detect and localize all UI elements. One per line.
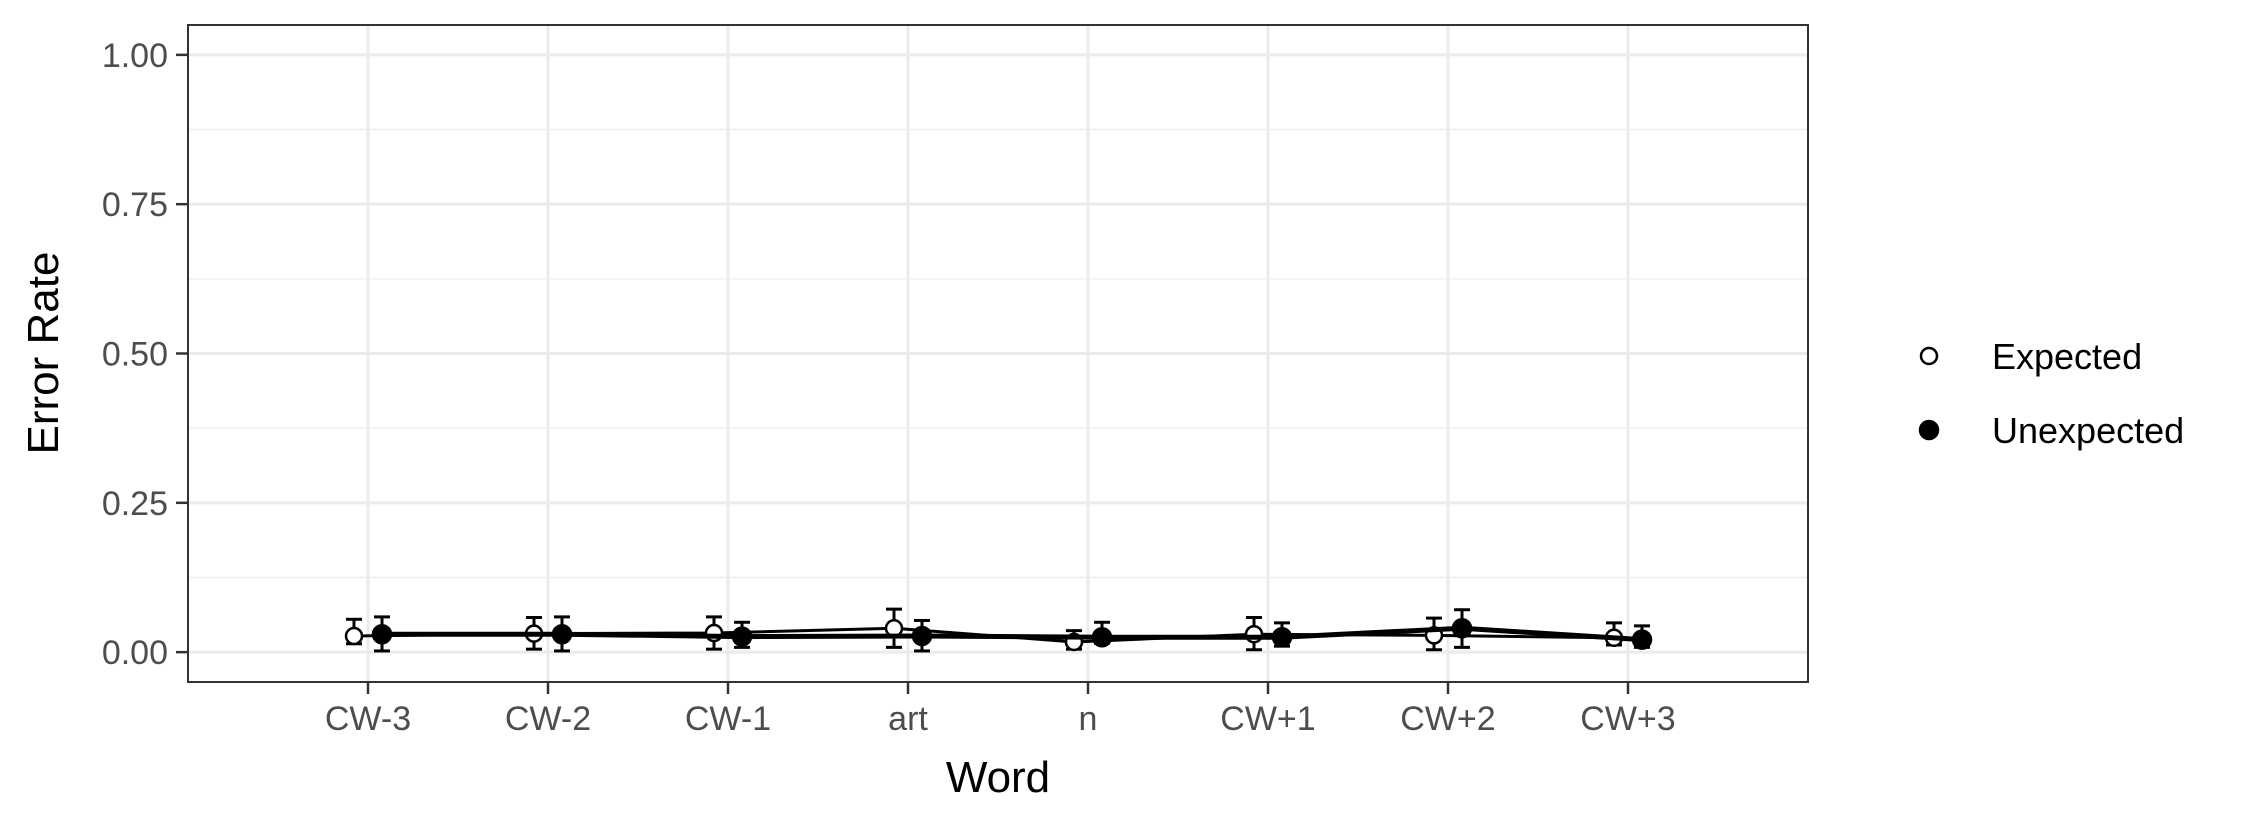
- x-tick-label: CW+3: [1580, 700, 1675, 738]
- x-axis-title: Word: [946, 753, 1050, 802]
- legend-label-expected: Expected: [1992, 336, 2142, 377]
- y-axis-title: Error Rate: [19, 252, 68, 455]
- data-point: [1271, 626, 1293, 648]
- y-tick-label: 1.00: [102, 37, 168, 75]
- y-tick-label: 0.25: [102, 485, 168, 523]
- data-point: [1451, 617, 1473, 639]
- x-tick-label: CW+2: [1400, 700, 1495, 738]
- legend-key-unexpected: [1918, 419, 1940, 441]
- y-tick-label: 0.75: [102, 186, 168, 224]
- data-series: [344, 607, 1653, 653]
- legend: Expected Unexpected: [1918, 336, 2184, 451]
- x-tick-label: CW-3: [325, 700, 411, 738]
- grid-lines: [188, 25, 1808, 682]
- data-point: [1091, 626, 1113, 648]
- series-unexpected: [371, 608, 1653, 653]
- legend-label-unexpected: Unexpected: [1992, 410, 2184, 451]
- data-point: [371, 623, 393, 645]
- x-tick-label: n: [1079, 700, 1098, 738]
- data-point: [731, 626, 753, 647]
- axes: 0.00 0.25 0.50 0.75 1.00 CW-3 CW-2 CW-1 art n CW+1…: [102, 37, 1676, 738]
- x-tick-label: art: [888, 700, 928, 738]
- data-point: [344, 626, 364, 646]
- data-point: [1631, 629, 1653, 650]
- data-point: [1244, 624, 1264, 644]
- x-tick-label: CW-2: [505, 700, 591, 738]
- x-tick-label: CW-1: [685, 700, 771, 738]
- data-point: [911, 625, 933, 647]
- x-tick-label: CW+1: [1220, 700, 1315, 738]
- data-point: [551, 623, 573, 645]
- legend-key-expected: [1919, 346, 1939, 366]
- y-tick-label: 0.50: [102, 336, 168, 374]
- series-line: [382, 625, 1643, 643]
- y-tick-label: 0.00: [102, 634, 168, 672]
